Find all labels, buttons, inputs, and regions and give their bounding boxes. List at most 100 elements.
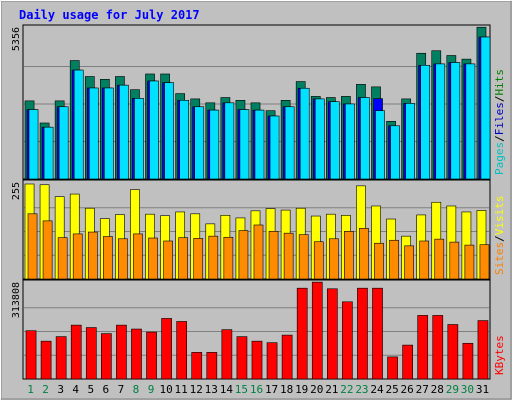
bar-sites-day-15 xyxy=(238,230,249,280)
bar-pages-day-8 xyxy=(134,98,144,180)
bar-kbytes-day-2 xyxy=(40,340,52,380)
bar-sites-day-25 xyxy=(389,239,399,280)
bar-pages-day-22 xyxy=(345,103,355,180)
bar-sites-day-22 xyxy=(344,231,354,280)
bar-kbytes-day-18 xyxy=(281,334,293,380)
bar-pages-day-7 xyxy=(119,84,129,180)
bar-kbytes-day-12 xyxy=(191,352,203,380)
x-tick-label: 6 xyxy=(103,383,110,396)
legend-item-visits: Visits xyxy=(493,196,506,236)
legend-separator: / xyxy=(493,135,506,142)
x-tick-label: 31 xyxy=(476,383,489,396)
bar-kbytes-day-14 xyxy=(221,329,233,380)
bar-sites-day-4 xyxy=(72,233,83,280)
legend-separator: / xyxy=(493,96,506,103)
bar-sites-day-27 xyxy=(419,240,430,280)
y-max-label: 313808 xyxy=(11,282,22,318)
bar-pages-day-26 xyxy=(405,103,415,180)
bar-sites-day-31 xyxy=(479,244,490,280)
chart-title: Daily usage for July 2017 xyxy=(19,8,200,22)
x-tick-label: 20 xyxy=(310,383,323,396)
bar-kbytes-day-3 xyxy=(55,336,67,380)
bar-pages-day-4 xyxy=(73,69,84,180)
x-tick-label: 3 xyxy=(57,383,64,396)
bar-pages-day-12 xyxy=(194,106,205,180)
bar-pages-day-10 xyxy=(164,82,174,180)
bar-pages-day-9 xyxy=(149,80,159,180)
legend-item-hits: Hits xyxy=(493,69,506,96)
legend-item-kbytes: KBytes xyxy=(493,335,506,375)
legend-separator: / xyxy=(493,235,506,242)
bar-sites-day-19 xyxy=(298,234,309,280)
x-tick-label: 25 xyxy=(385,383,398,396)
bar-sites-day-13 xyxy=(208,235,219,280)
bar-kbytes-day-24 xyxy=(372,287,383,380)
legend: Pages/Files/Hits xyxy=(493,69,506,175)
x-tick-label: 13 xyxy=(205,383,218,396)
bar-kbytes-day-11 xyxy=(176,321,188,380)
bar-pages-day-3 xyxy=(58,106,69,180)
bar-kbytes-day-20 xyxy=(311,281,323,380)
bar-pages-day-25 xyxy=(390,125,400,180)
x-tick-label: 17 xyxy=(265,383,278,396)
legend-text: Sites/Visits xyxy=(493,196,506,276)
bar-pages-day-14 xyxy=(224,102,235,180)
panel-visits-sites: 255 Sites/Visits xyxy=(11,179,506,280)
bar-kbytes-day-5 xyxy=(85,327,97,380)
bar-kbytes-day-23 xyxy=(357,287,368,380)
bar-pages-day-15 xyxy=(239,109,250,180)
bar-sites-day-1 xyxy=(27,213,38,280)
x-tick-label: 11 xyxy=(175,383,188,396)
bar-sites-day-28 xyxy=(434,238,445,280)
x-tick-label: 14 xyxy=(220,383,234,396)
bar-kbytes-day-4 xyxy=(70,324,82,380)
x-tick-label: 22 xyxy=(340,383,353,396)
bar-kbytes-day-21 xyxy=(326,288,338,380)
bar-sites-day-12 xyxy=(193,238,204,280)
bar-kbytes-day-10 xyxy=(161,318,172,380)
x-tick-label: 7 xyxy=(118,383,125,396)
legend: KBytes xyxy=(493,335,506,375)
bar-sites-day-17 xyxy=(268,231,279,280)
bar-kbytes-day-30 xyxy=(462,342,474,380)
bar-pages-day-24 xyxy=(375,110,385,180)
bar-sites-day-29 xyxy=(449,241,460,280)
bar-kbytes-day-26 xyxy=(402,344,413,380)
bar-pages-day-18 xyxy=(284,106,295,180)
bar-pages-day-29 xyxy=(450,62,461,180)
x-tick-label: 27 xyxy=(416,383,429,396)
x-tick-label: 8 xyxy=(133,383,140,396)
bar-kbytes-day-1 xyxy=(25,330,37,380)
bar-sites-day-21 xyxy=(328,238,339,280)
x-tick-label: 21 xyxy=(325,383,338,396)
bar-sites-day-3 xyxy=(57,237,68,280)
bar-sites-day-16 xyxy=(253,224,264,280)
x-tick-label: 28 xyxy=(431,383,444,396)
bar-kbytes-day-25 xyxy=(387,356,398,380)
x-tick-label: 16 xyxy=(250,383,263,396)
bar-pages-day-6 xyxy=(104,87,114,180)
bar-kbytes-day-15 xyxy=(236,336,248,380)
bar-pages-day-2 xyxy=(43,126,54,180)
bar-pages-day-11 xyxy=(179,100,190,180)
bar-kbytes-day-17 xyxy=(266,342,278,380)
bar-pages-day-21 xyxy=(329,101,340,180)
legend-item-files: Files xyxy=(493,102,506,135)
bar-pages-day-16 xyxy=(254,109,265,180)
x-tick-label: 24 xyxy=(370,383,384,396)
bar-sites-day-11 xyxy=(178,237,189,280)
bar-sites-day-14 xyxy=(223,236,234,280)
bar-pages-day-19 xyxy=(299,87,310,180)
x-tick-label: 9 xyxy=(148,383,155,396)
bar-sites-day-2 xyxy=(42,220,53,280)
x-tick-label: 29 xyxy=(446,383,459,396)
x-tick-label: 5 xyxy=(87,383,94,396)
y-max-label: 255 xyxy=(11,182,22,200)
bar-sites-day-9 xyxy=(148,237,158,280)
bar-pages-day-13 xyxy=(209,109,220,180)
x-tick-label: 19 xyxy=(295,383,308,396)
x-tick-label: 18 xyxy=(280,383,293,396)
bar-sites-day-8 xyxy=(133,233,143,280)
